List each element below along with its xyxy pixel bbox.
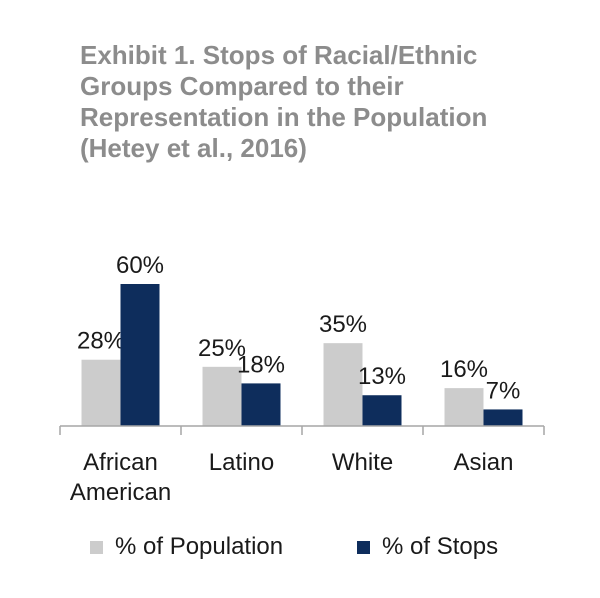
bar-asian-pct-of-population bbox=[444, 388, 484, 426]
bar-white-pct-of-stops bbox=[362, 395, 402, 426]
data-label-white-pct-of-stops: 13% bbox=[358, 363, 406, 390]
data-label-latino-pct-of-stops: 18% bbox=[237, 351, 285, 378]
category-label-asian: Asian bbox=[453, 449, 513, 476]
category-label-latino: Latino bbox=[209, 449, 274, 476]
legend-label-stops: % of Stops bbox=[382, 533, 499, 560]
data-label-latino-pct-of-population: 25% bbox=[198, 335, 246, 362]
bar-latino-pct-of-population bbox=[202, 366, 242, 426]
bar-african-american-pct-of-population bbox=[81, 359, 121, 426]
category-label-white: White bbox=[332, 449, 393, 476]
data-label-asian-pct-of-stops: 7% bbox=[486, 377, 521, 404]
bar-white-pct-of-population bbox=[323, 343, 363, 426]
legend-item-stops: % of Stops bbox=[357, 533, 498, 561]
chart-legend: % of Population % of Stops bbox=[90, 533, 570, 563]
data-label-white-pct-of-population: 35% bbox=[319, 311, 367, 338]
data-label-african-american-pct-of-stops: 60% bbox=[116, 252, 164, 279]
legend-swatch-population bbox=[90, 540, 103, 554]
bar-african-american-pct-of-stops bbox=[120, 284, 160, 426]
legend-label-population: % of Population bbox=[115, 533, 284, 560]
legend-item-population: % of Population bbox=[90, 533, 283, 561]
chart-title: Exhibit 1. Stops of Racial/Ethnic Groups… bbox=[80, 40, 488, 163]
data-label-african-american-pct-of-population: 28% bbox=[77, 328, 125, 355]
category-label-african-american: African American bbox=[70, 449, 171, 506]
data-label-asian-pct-of-population: 16% bbox=[440, 356, 488, 383]
bar-asian-pct-of-stops bbox=[483, 409, 523, 426]
bar-latino-pct-of-stops bbox=[241, 383, 281, 426]
legend-swatch-stops bbox=[357, 540, 370, 554]
